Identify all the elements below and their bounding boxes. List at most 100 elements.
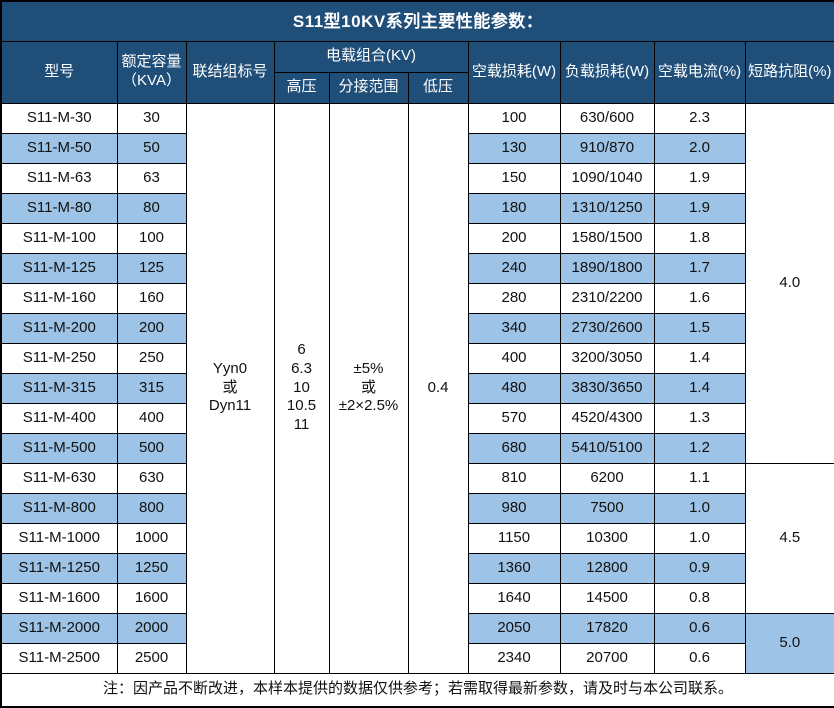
impedance-group-cell: 4.5 <box>744 462 834 614</box>
no-load-current-cell: 0.6 <box>653 642 746 674</box>
no-load-loss-cell: 570 <box>467 402 561 434</box>
table-row: S11-M-30 30 Yyn0 或 Dyn11 6 6.3 10 10.5 1… <box>0 102 834 674</box>
load-loss-cell: 1310/1250 <box>559 192 655 224</box>
load-loss-cell: 17820 <box>559 612 655 644</box>
header-model: 型号 <box>0 40 118 104</box>
no-load-current-cell: 1.5 <box>653 312 746 344</box>
table-row: S11-M-315 315 480 3830/3650 1.4 <box>0 372 834 404</box>
model-cell: S11-M-630 <box>0 462 118 494</box>
model-cell: S11-M-80 <box>0 192 118 224</box>
vector-group-value-cell: Yyn0 或 Dyn11 <box>185 102 275 674</box>
model-cell: S11-M-2000 <box>0 612 118 644</box>
capacity-cell: 630 <box>116 462 187 494</box>
no-load-loss-cell: 2340 <box>467 642 561 674</box>
load-loss-cell: 7500 <box>559 492 655 524</box>
load-loss-cell: 1890/1800 <box>559 252 655 284</box>
capacity-cell: 1600 <box>116 582 187 614</box>
capacity-cell: 800 <box>116 492 187 524</box>
no-load-loss-cell: 200 <box>467 222 561 254</box>
capacity-cell: 2000 <box>116 612 187 644</box>
load-loss-cell: 4520/4300 <box>559 402 655 434</box>
no-load-current-cell: 1.4 <box>653 342 746 374</box>
header-no-load-current: 空载电流(%) <box>653 40 746 104</box>
capacity-cell: 250 <box>116 342 187 374</box>
no-load-current-cell: 0.9 <box>653 552 746 584</box>
load-loss-cell: 630/600 <box>559 102 655 134</box>
load-loss-cell: 5410/5100 <box>559 432 655 464</box>
capacity-cell: 100 <box>116 222 187 254</box>
load-loss-cell: 3830/3650 <box>559 372 655 404</box>
model-cell: S11-M-50 <box>0 132 118 164</box>
table-row: S11-M-50 50 130 910/870 2.0 <box>0 132 834 164</box>
header-hv: 高压 <box>273 71 330 104</box>
model-cell: S11-M-63 <box>0 162 118 194</box>
header-lv: 低压 <box>407 71 469 104</box>
no-load-current-cell: 1.9 <box>653 192 746 224</box>
table-row: S11-M-1250 1250 1360 12800 0.9 <box>0 552 834 584</box>
no-load-loss-cell: 240 <box>467 252 561 284</box>
page-title: S11型10KV系列主要性能参数： <box>0 0 834 42</box>
capacity-cell: 200 <box>116 312 187 344</box>
header-row-1: 型号 额定容量 （KVA） 联结组标号 电载组合(KV) 空载损耗(W) 负载损… <box>0 40 834 104</box>
load-loss-cell: 1090/1040 <box>559 162 655 194</box>
no-load-loss-cell: 340 <box>467 312 561 344</box>
load-loss-cell: 20700 <box>559 642 655 674</box>
capacity-cell: 500 <box>116 432 187 464</box>
no-load-current-cell: 1.1 <box>653 462 746 494</box>
no-load-loss-cell: 280 <box>467 282 561 314</box>
header-voltage-combo: 电载组合(KV) <box>273 40 469 73</box>
model-cell: S11-M-250 <box>0 342 118 374</box>
capacity-cell: 400 <box>116 402 187 434</box>
header-impedance: 短路抗阻(%) <box>744 40 834 104</box>
header-tap-range: 分接范围 <box>328 71 409 104</box>
model-cell: S11-M-160 <box>0 282 118 314</box>
no-load-loss-cell: 1640 <box>467 582 561 614</box>
capacity-cell: 80 <box>116 192 187 224</box>
no-load-current-cell: 0.6 <box>653 612 746 644</box>
no-load-current-cell: 1.0 <box>653 522 746 554</box>
no-load-current-cell: 1.6 <box>653 282 746 314</box>
no-load-loss-cell: 980 <box>467 492 561 524</box>
impedance-group-cell: 4.0 <box>744 102 834 464</box>
model-cell: S11-M-500 <box>0 432 118 464</box>
load-loss-cell: 1580/1500 <box>559 222 655 254</box>
load-loss-cell: 10300 <box>559 522 655 554</box>
no-load-loss-cell: 680 <box>467 432 561 464</box>
no-load-current-cell: 1.2 <box>653 432 746 464</box>
load-loss-cell: 14500 <box>559 582 655 614</box>
no-load-loss-cell: 1150 <box>467 522 561 554</box>
no-load-current-cell: 1.0 <box>653 492 746 524</box>
no-load-current-cell: 1.8 <box>653 222 746 254</box>
no-load-loss-cell: 480 <box>467 372 561 404</box>
model-cell: S11-M-30 <box>0 102 118 134</box>
load-loss-cell: 6200 <box>559 462 655 494</box>
model-cell: S11-M-800 <box>0 492 118 524</box>
capacity-cell: 2500 <box>116 642 187 674</box>
model-cell: S11-M-315 <box>0 372 118 404</box>
capacity-cell: 63 <box>116 162 187 194</box>
table-row: S11-M-63 63 150 1090/1040 1.9 <box>0 162 834 194</box>
hv-values-cell: 6 6.3 10 10.5 11 <box>273 102 330 674</box>
tap-range-value-cell: ±5% 或 ±2×2.5% <box>328 102 409 674</box>
footnote: 注：因产品不断改进，本样本提供的数据仅供参考；若需取得最新参数，请及时与本公司联… <box>0 672 834 708</box>
no-load-loss-cell: 130 <box>467 132 561 164</box>
no-load-loss-cell: 1360 <box>467 552 561 584</box>
footnote-row: 注：因产品不断改进，本样本提供的数据仅供参考；若需取得最新参数，请及时与本公司联… <box>0 672 834 708</box>
table-row: S11-M-200 200 340 2730/2600 1.5 <box>0 312 834 344</box>
load-loss-cell: 2310/2200 <box>559 282 655 314</box>
model-cell: S11-M-1000 <box>0 522 118 554</box>
model-cell: S11-M-2500 <box>0 642 118 674</box>
table-row: S11-M-500 500 680 5410/5100 1.2 <box>0 432 834 464</box>
capacity-cell: 125 <box>116 252 187 284</box>
load-loss-cell: 12800 <box>559 552 655 584</box>
capacity-cell: 1000 <box>116 522 187 554</box>
table-row: S11-M-2500 2500 2340 20700 0.6 <box>0 642 834 674</box>
no-load-loss-cell: 180 <box>467 192 561 224</box>
capacity-cell: 1250 <box>116 552 187 584</box>
model-cell: S11-M-1250 <box>0 552 118 584</box>
lv-value-cell: 0.4 <box>407 102 469 674</box>
capacity-cell: 315 <box>116 372 187 404</box>
model-cell: S11-M-100 <box>0 222 118 254</box>
header-capacity: 额定容量 （KVA） <box>116 40 187 104</box>
